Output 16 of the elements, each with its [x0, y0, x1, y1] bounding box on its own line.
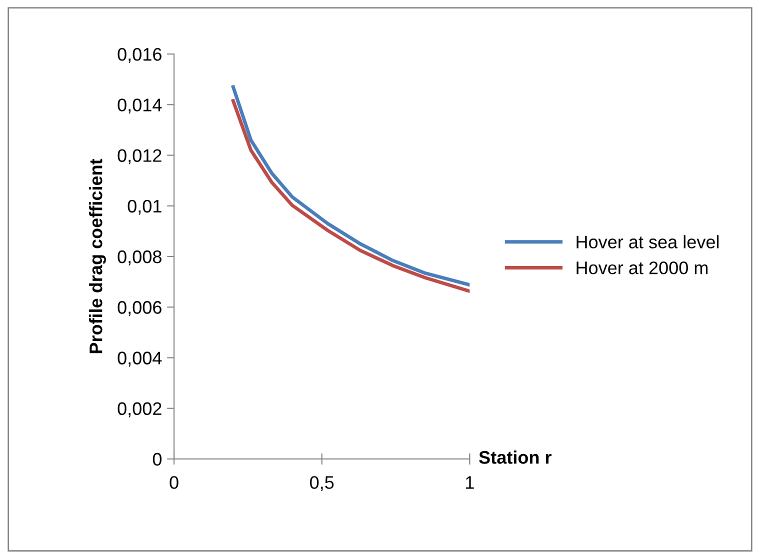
- y-tick-label: 0,006: [118, 301, 162, 316]
- x-tick-label: 0,5: [310, 476, 334, 492]
- y-tick-label: 0,014: [118, 98, 162, 114]
- y-axis-title: Profile drag coefficient: [89, 158, 106, 354]
- x-axis-title: Station r: [479, 450, 552, 464]
- y-tick-label: 0,01: [128, 200, 162, 215]
- y-tick-label: 0,016: [118, 48, 162, 63]
- y-tick-label: 0,004: [118, 352, 162, 367]
- y-tick-label: 0,008: [118, 250, 162, 266]
- x-tick-label: 1: [466, 476, 474, 489]
- legend-label: Hover at sea level: [576, 235, 719, 248]
- x-tick-label: 0: [170, 476, 178, 489]
- legend-label: Hover at 2000 m: [576, 261, 708, 274]
- y-tick-label: 0,012: [118, 149, 162, 164]
- y-tick-label: 0: [152, 452, 162, 466]
- y-tick-label: 0,002: [118, 402, 162, 418]
